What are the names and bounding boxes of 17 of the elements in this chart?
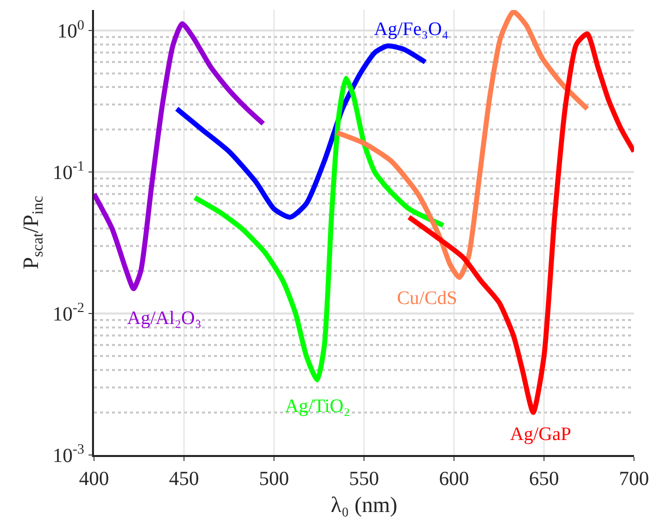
x-tick-label: 650: [529, 468, 559, 490]
x-tick-label: 550: [349, 468, 379, 490]
x-tick-label: 450: [169, 468, 199, 490]
series-label: Ag/TiO₂: [285, 396, 350, 417]
x-tick-label: 500: [259, 468, 289, 490]
y-tick-label: 10$^{-3}$: [52, 442, 84, 467]
series-label: Ag/GaP: [510, 424, 572, 445]
x-axis-title: λ₀ (nm): [330, 492, 398, 518]
y-tick-label: 10$^{-1}$: [52, 160, 84, 184]
series-label: Cu/CdS: [397, 288, 458, 309]
x-tick-label: 600: [439, 468, 469, 490]
series-label: Ag/Al₂O₃: [127, 308, 202, 329]
x-tick-label: 400: [79, 468, 109, 490]
y-tick-label: 10$^{0}$: [57, 18, 84, 43]
x-tick-label: 700: [619, 468, 649, 490]
series-label: Ag/Fe₃O₄: [374, 19, 448, 40]
y-tick-label: 10$^{-2}$: [52, 301, 84, 326]
